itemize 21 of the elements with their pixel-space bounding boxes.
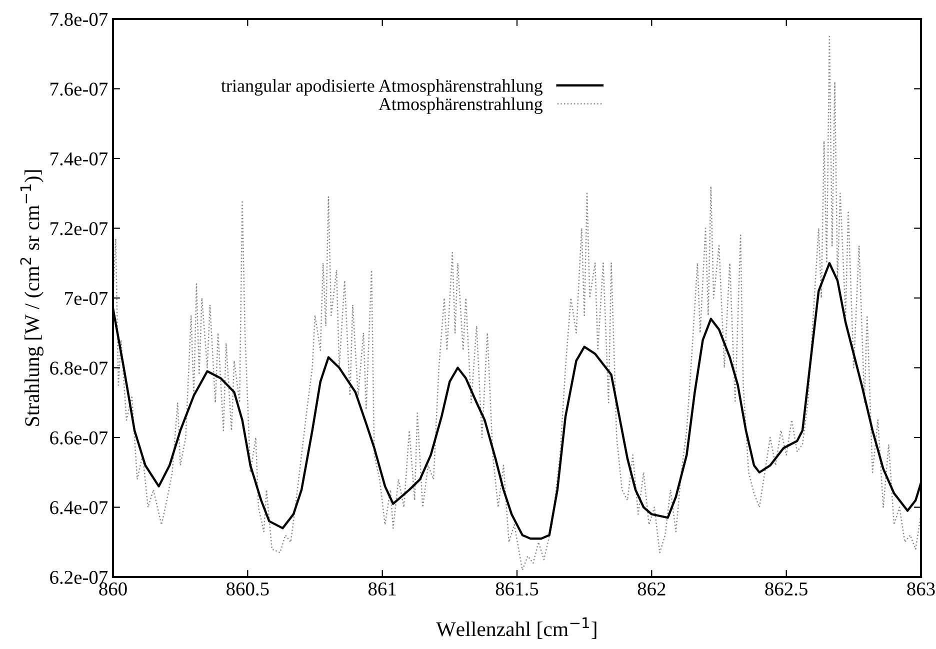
legend-label: triangular apodisierte Atmosphärenstrahlung: [221, 79, 543, 96]
x-tick-label: 861.5: [496, 582, 538, 596]
y-tick-label: 6.2e-07: [50, 570, 108, 584]
y-tick-label: 6.4e-07: [50, 501, 108, 514]
line-series: [113, 36, 921, 571]
y-tick-label: 7.4e-07: [50, 152, 108, 166]
x-tick-label: 860.5: [226, 582, 269, 596]
x-tick-label: 862.5: [765, 582, 808, 596]
x-axis-title: Wellenzahl [cm$^{−1}$]: [436, 617, 596, 639]
y-tick-label: 6.6e-07: [50, 431, 108, 445]
y-tick-label: 7.2e-07: [50, 222, 108, 236]
y-tick-label: 6.8e-07: [50, 362, 108, 375]
x-tick-label: 861: [368, 582, 396, 596]
y-tick-label: 7.8e-07: [50, 12, 108, 26]
x-tick-label: 862: [638, 582, 666, 596]
x-tick-label: 860: [99, 582, 127, 596]
y-tick-label: 7.6e-07: [50, 82, 108, 96]
y-axis-title: Strahlung [W / (cm$^{2}$ sr cm$^{−1}$)]: [20, 170, 44, 426]
y-tick-label: 7e-07: [65, 292, 108, 305]
legend-label: Atmosphärenstrahlung: [378, 98, 543, 114]
x-tick-label: 863: [907, 582, 935, 596]
